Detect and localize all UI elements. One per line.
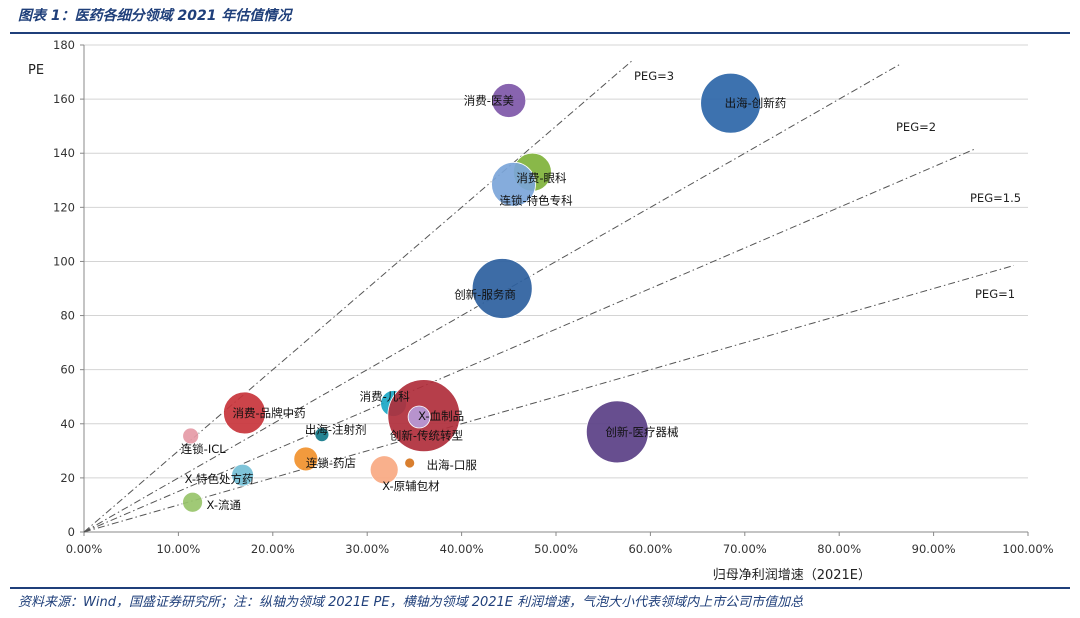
bubble: [223, 391, 266, 435]
bubble: [369, 455, 399, 485]
x-tick-label: 70.00%: [723, 542, 767, 556]
source-rule: [10, 587, 1070, 589]
x-tick-label: 50.00%: [534, 542, 578, 556]
bubble-label: X-特色处方药: [185, 472, 254, 486]
y-tick-label: 0: [68, 525, 75, 539]
x-tick-label: 60.00%: [628, 542, 672, 556]
x-tick-label: 10.00%: [156, 542, 200, 556]
bubble-label: 消费-医美: [464, 93, 515, 107]
peg-lines: [83, 60, 1014, 533]
bubble-label: 出海-口服: [427, 458, 478, 472]
x-tick-label: 40.00%: [440, 542, 484, 556]
bubble-label: 创新-传统转型: [390, 429, 463, 443]
y-tick-label: 60: [60, 363, 75, 377]
y-tick-label: 140: [53, 146, 75, 160]
bubbles: [182, 72, 762, 513]
bubble-label: 创新-服务商: [454, 288, 516, 302]
bubble-label: 消费-儿科: [360, 389, 411, 403]
peg-line: [83, 265, 1014, 533]
bubble-label: 连锁-特色专科: [500, 193, 574, 207]
bubble: [404, 457, 416, 469]
bubble: [491, 161, 536, 207]
bubble-label: 消费-眼科: [516, 171, 567, 185]
x-tick-label: 90.00%: [912, 542, 956, 556]
bubble-label: X-流通: [207, 498, 242, 512]
bubble-label: 创新-医疗器械: [605, 425, 679, 439]
bubble: [491, 83, 527, 118]
bubble: [182, 427, 200, 445]
bubble: [407, 405, 431, 429]
bubble: [585, 400, 649, 464]
x-axis-title: 归母净利润增速（2021E）: [713, 568, 871, 583]
x-tick-label: 0.00%: [66, 542, 103, 556]
bubble-label: 出海-注射剂: [305, 423, 367, 437]
bubble-label: 连锁-ICL: [181, 442, 227, 456]
bubble: [182, 491, 203, 513]
axes: 0 20 40 60 80 100 120 140 160 180 0.00% 10.00% 20.00…: [53, 38, 1054, 556]
y-tick-label: 160: [53, 92, 75, 106]
bubble-label: 消费-品牌中药: [232, 406, 305, 420]
y-tick-label: 20: [60, 471, 75, 485]
bubble-label: X-血制品: [418, 409, 464, 423]
bubble-labels: PEG=3 PEG=2 PEG=1.5 PEG=1 消费-医美 出海-创新药消费-眼科连锁…: [181, 69, 1021, 512]
peg-label: PEG=1.5: [970, 191, 1021, 205]
y-axis-title: PE: [28, 63, 44, 78]
y-tick-label: 120: [53, 200, 75, 214]
x-tick-label: 20.00%: [251, 542, 295, 556]
peg-label: PEG=2: [896, 120, 936, 134]
bubble: [314, 427, 330, 443]
y-tick-label: 80: [60, 309, 75, 323]
x-tick-label: 100.00%: [1002, 542, 1053, 556]
peg-line: [83, 60, 632, 533]
peg-line: [83, 148, 977, 533]
title-rule: [10, 32, 1070, 34]
bubble-label: X-原辅包材: [382, 479, 440, 493]
figure-title: 图表 1：医药各细分领域 2021 年估值情况: [18, 8, 292, 24]
y-tick-label: 100: [53, 254, 75, 268]
y-tick-label: 40: [60, 417, 75, 431]
y-tick-label: 180: [53, 38, 75, 52]
bubble: [700, 72, 762, 134]
bubble: [293, 446, 319, 472]
peg-label: PEG=1: [975, 287, 1015, 301]
bubble: [231, 463, 254, 487]
x-tick-label: 30.00%: [345, 542, 389, 556]
bubble: [471, 258, 533, 319]
bubble-label: 出海-创新药: [725, 96, 787, 110]
bubble-label: 连锁-药店: [306, 456, 356, 470]
x-tick-label: 80.00%: [817, 542, 861, 556]
source-note: 资料来源：Wind，国盛证券研究所；注：纵轴为领域 2021E PE，横轴为领域…: [18, 595, 804, 610]
peg-label: PEG=3: [634, 69, 674, 83]
